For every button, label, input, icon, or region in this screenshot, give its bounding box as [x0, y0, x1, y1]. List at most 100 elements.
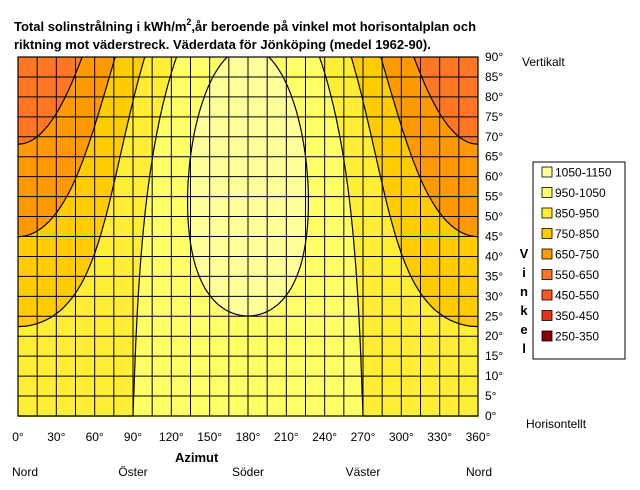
- heat-cell: [20, 333, 23, 336]
- heat-cell: [32, 345, 35, 348]
- heat-cell: [28, 319, 31, 322]
- heat-cell: [26, 385, 29, 388]
- heat-cell: [30, 305, 33, 308]
- heat-cell: [26, 287, 29, 290]
- heat-cell: [18, 383, 21, 386]
- heat-cell: [28, 411, 31, 414]
- heat-cell: [38, 79, 41, 82]
- heat-cell: [20, 243, 23, 246]
- heat-cell: [32, 381, 35, 384]
- heat-cell: [20, 233, 23, 236]
- heat-cell: [22, 179, 25, 182]
- heat-cell: [20, 185, 23, 188]
- heat-cell: [30, 319, 33, 322]
- heat-cell: [30, 407, 33, 410]
- heat-cell: [28, 289, 31, 292]
- heat-cell: [32, 147, 35, 150]
- heat-cell: [34, 127, 37, 130]
- heat-cell: [28, 287, 31, 290]
- heat-cell: [18, 121, 21, 124]
- heat-cell: [18, 187, 21, 190]
- heat-cell: [32, 307, 35, 310]
- heat-cell: [20, 411, 23, 414]
- heat-cell: [34, 401, 37, 404]
- heat-cell: [20, 139, 23, 142]
- heat-cell: [22, 301, 25, 304]
- heat-cell: [22, 205, 25, 208]
- heat-cell: [38, 59, 41, 62]
- heat-cell: [34, 59, 37, 62]
- heat-cell: [22, 75, 25, 78]
- heat-cell: [18, 369, 21, 372]
- heat-cell: [20, 79, 23, 82]
- heat-cell: [28, 391, 31, 394]
- heat-cell: [30, 401, 33, 404]
- heat-cell: [26, 111, 29, 114]
- heat-cell: [30, 307, 33, 310]
- heat-cell: [32, 287, 35, 290]
- heat-cell: [18, 101, 21, 104]
- heat-cell: [30, 293, 33, 296]
- heat-cell: [24, 181, 27, 184]
- heat-cell: [18, 377, 21, 380]
- heat-cell: [20, 391, 23, 394]
- heat-cell: [28, 347, 31, 350]
- heat-cell: [26, 327, 29, 330]
- heat-cell: [34, 73, 37, 76]
- heat-cell: [20, 339, 23, 342]
- heat-cell: [38, 101, 41, 104]
- heat-cell: [24, 409, 27, 412]
- heat-cell: [26, 279, 29, 282]
- heat-cell: [28, 219, 31, 222]
- heat-cell: [28, 403, 31, 406]
- heat-cell: [30, 349, 33, 352]
- heat-cell: [26, 167, 29, 170]
- heat-cell: [26, 147, 29, 150]
- heat-cell: [30, 299, 33, 302]
- heat-cell: [24, 397, 27, 400]
- heat-cell: [32, 207, 35, 210]
- heat-cell: [34, 371, 37, 374]
- heat-cell: [28, 161, 31, 164]
- heat-cell: [34, 209, 37, 212]
- heat-cell: [24, 199, 27, 202]
- heat-cell: [28, 253, 31, 256]
- heat-cell: [24, 101, 27, 104]
- heat-cell: [24, 303, 27, 306]
- heat-cell: [32, 257, 35, 260]
- heat-cell: [24, 363, 27, 366]
- heat-cell: [24, 179, 27, 182]
- heat-cell: [18, 169, 21, 172]
- heat-cell: [22, 59, 25, 62]
- heat-cell: [32, 377, 35, 380]
- heat-cell: [24, 97, 27, 100]
- heat-cell: [18, 333, 21, 336]
- heat-cell: [34, 113, 37, 116]
- heat-cell: [30, 225, 33, 228]
- heat-cell: [28, 273, 31, 276]
- heat-cell: [28, 293, 31, 296]
- heat-cell: [28, 157, 31, 160]
- heat-cell: [30, 135, 33, 138]
- heat-cell: [32, 321, 35, 324]
- heat-cell: [28, 205, 31, 208]
- heat-cell: [26, 391, 29, 394]
- heat-cell: [20, 149, 23, 152]
- heat-cell: [30, 369, 33, 372]
- heat-cell: [34, 281, 37, 284]
- heat-cell: [26, 187, 29, 190]
- heat-cell: [22, 293, 25, 296]
- heat-cell: [28, 165, 31, 168]
- heat-cell: [38, 125, 41, 128]
- heat-cell: [18, 381, 21, 384]
- heat-cell: [28, 111, 31, 114]
- heat-cell: [18, 279, 21, 282]
- heat-cell: [32, 229, 35, 232]
- heat-cell: [22, 281, 25, 284]
- heat-cell: [32, 151, 35, 154]
- heat-cell: [22, 155, 25, 158]
- heat-cell: [20, 85, 23, 88]
- heat-cell: [30, 83, 33, 86]
- heat-cell: [26, 79, 29, 82]
- heat-cell: [18, 281, 21, 284]
